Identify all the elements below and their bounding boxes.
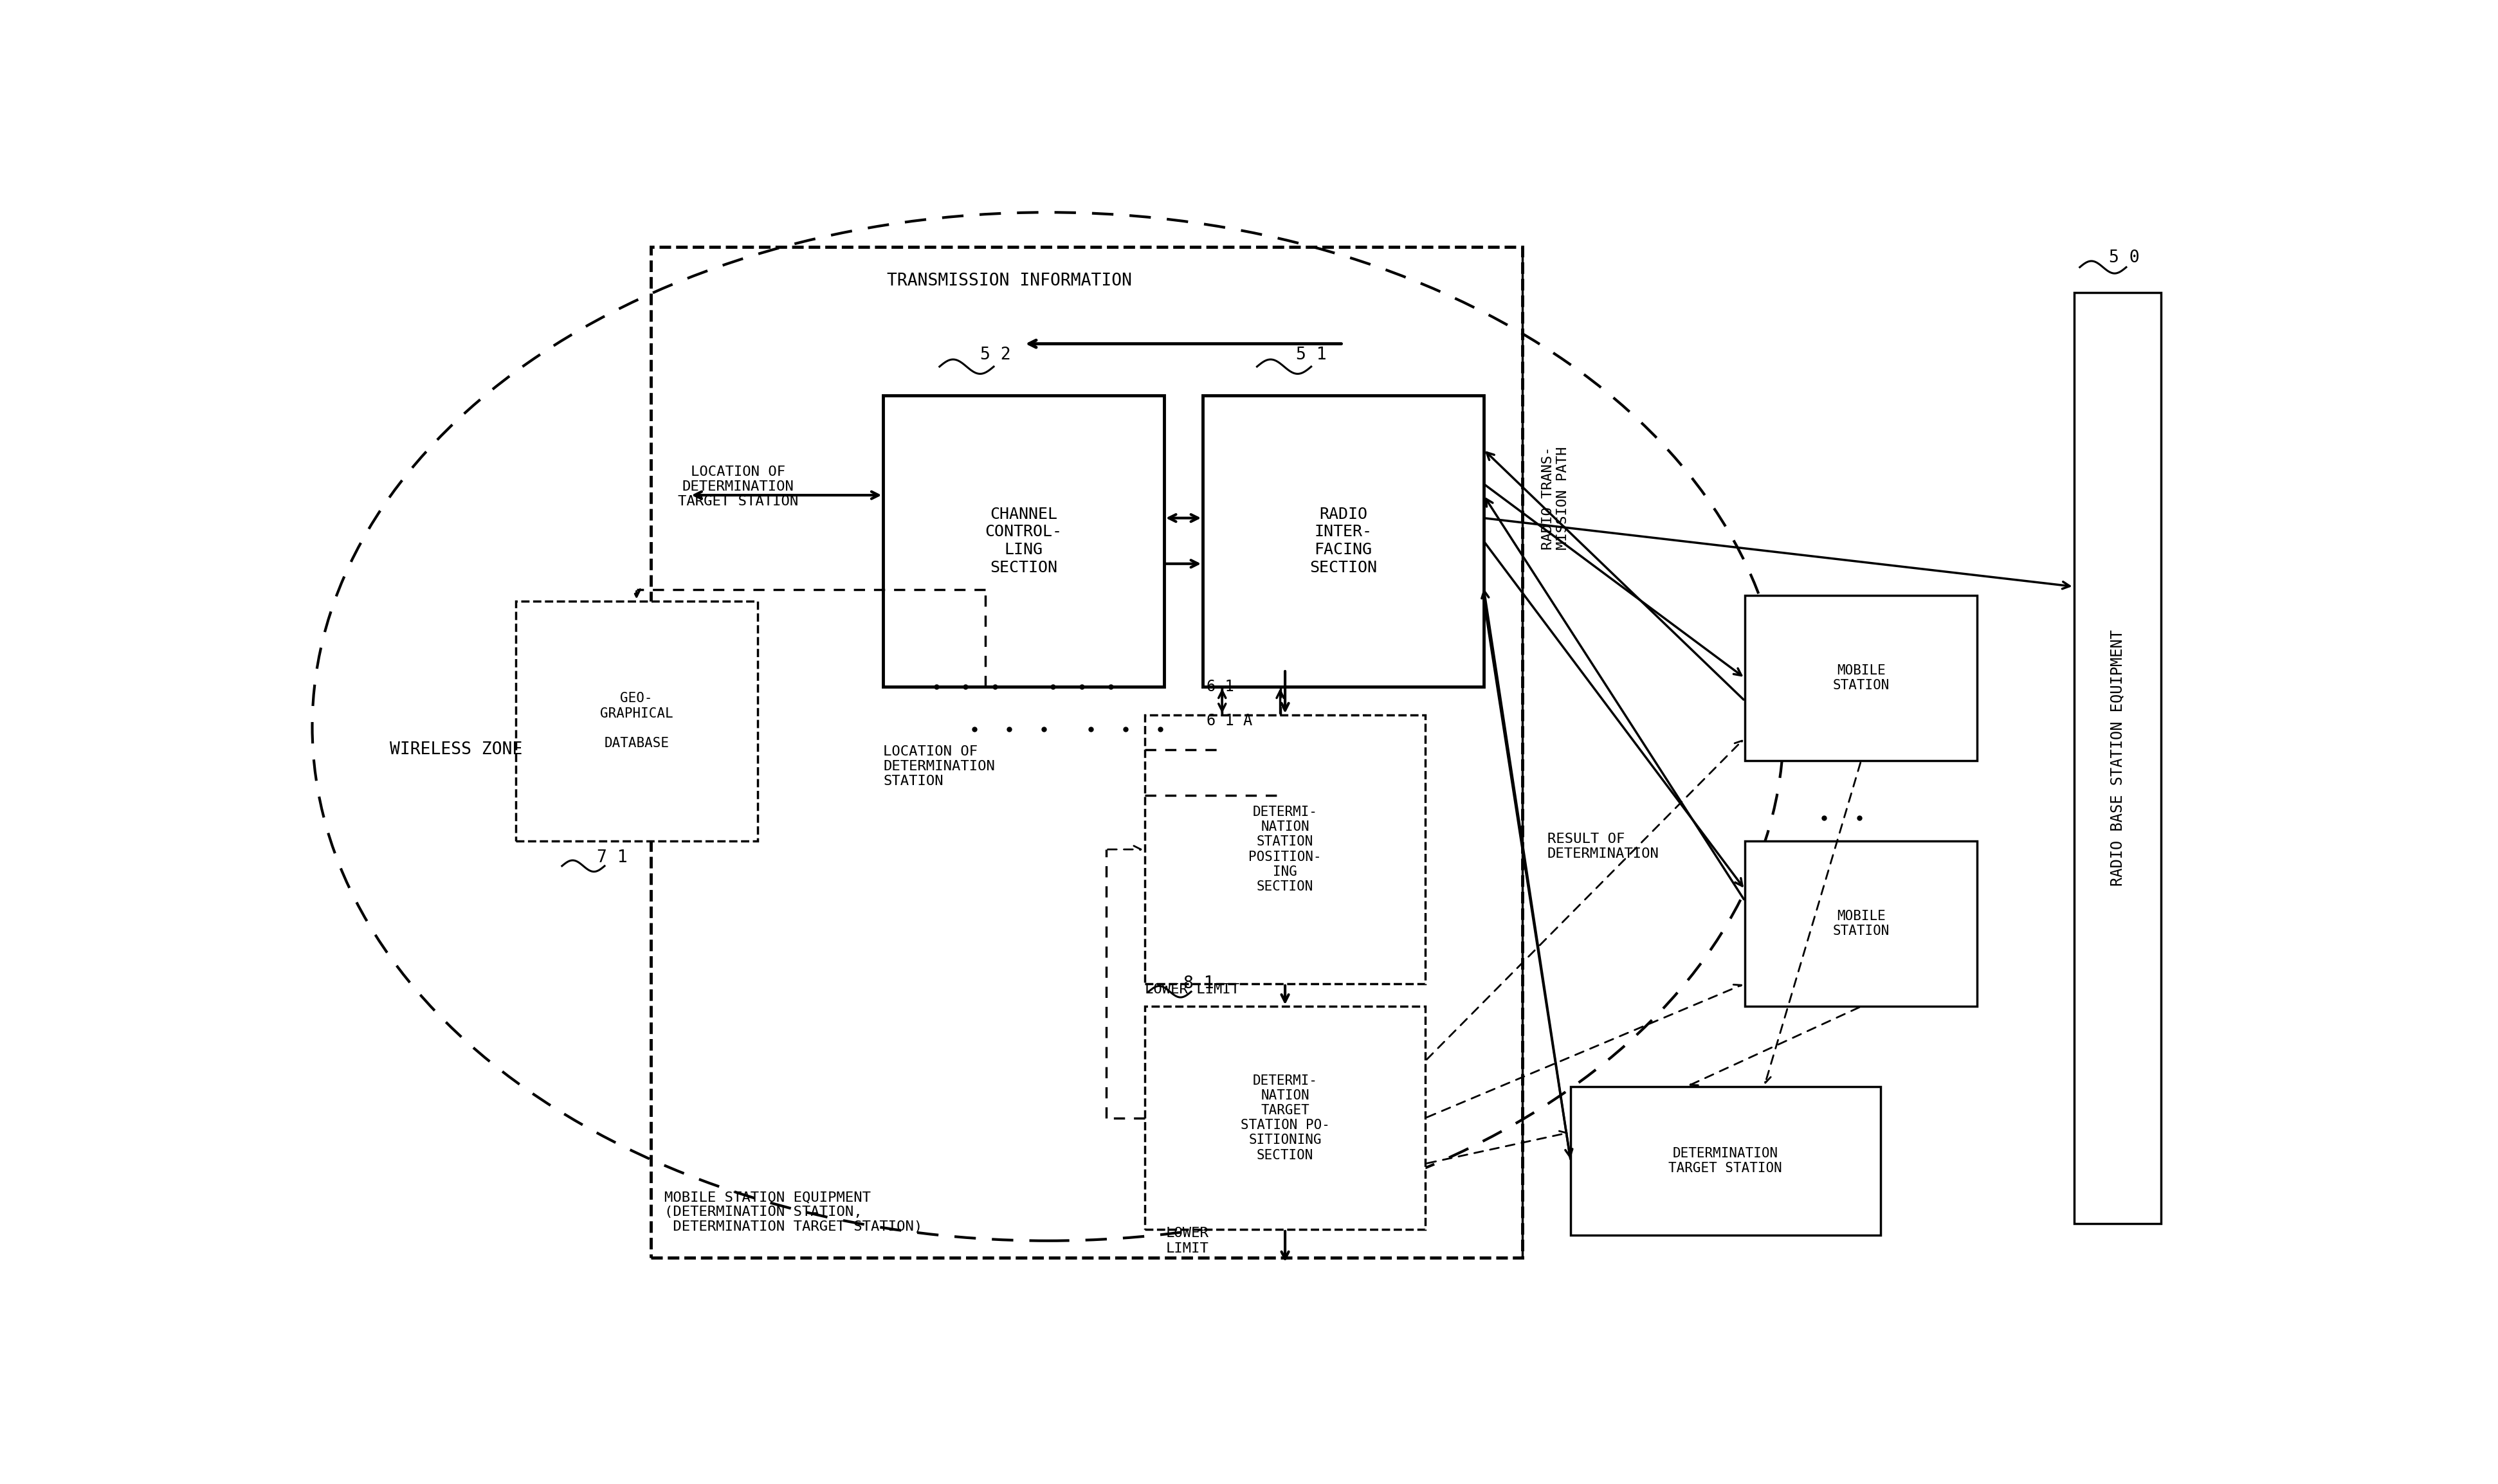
Text: 6 1 A: 6 1 A [1207, 714, 1251, 729]
Text: DETERMI-
NATION
STATION
POSITION-
ING
SECTION: DETERMI- NATION STATION POSITION- ING SE… [1249, 806, 1321, 893]
Bar [1744, 595, 1978, 761]
Bar [884, 395, 1164, 687]
Text: RADIO BASE STATION EQUIPMENT: RADIO BASE STATION EQUIPMENT [2111, 629, 2126, 886]
Text: RADIO TRANS-
MISSION PATH: RADIO TRANS- MISSION PATH [1541, 447, 1569, 549]
Text: 5 1: 5 1 [1296, 347, 1326, 364]
Text: RESULT OF
DETERMINATION: RESULT OF DETERMINATION [1546, 833, 1659, 861]
Text: MOBILE STATION EQUIPMENT
(DETERMINATION STATION,
 DETERMINATION TARGET STATION): MOBILE STATION EQUIPMENT (DETERMINATION … [664, 1190, 922, 1233]
Text: LOWER
LIMIT: LOWER LIMIT [1167, 1227, 1209, 1255]
Text: WIRELESS ZONE: WIRELESS ZONE [390, 741, 522, 758]
Text: 5 0: 5 0 [2108, 249, 2138, 267]
Bar [1144, 1006, 1426, 1229]
Text: RADIO
INTER-
FACING
SECTION: RADIO INTER- FACING SECTION [1309, 506, 1376, 576]
Text: 6 1: 6 1 [1207, 678, 1234, 695]
Bar [2073, 292, 2161, 1224]
Text: CHANNEL
CONTROL-
LING
SECTION: CHANNEL CONTROL- LING SECTION [984, 506, 1062, 576]
Bar [1204, 395, 1484, 687]
Text: DETERMINATION
TARGET STATION: DETERMINATION TARGET STATION [1669, 1147, 1784, 1175]
Text: TRANSMISSION INFORMATION: TRANSMISSION INFORMATION [887, 273, 1132, 289]
Text: 7 1: 7 1 [597, 850, 627, 867]
Text: GEO-
GRAPHICAL

DATABASE: GEO- GRAPHICAL DATABASE [600, 692, 672, 749]
Bar [1144, 715, 1426, 984]
Text: MOBILE
STATION: MOBILE STATION [1834, 665, 1888, 692]
Text: LOCATION OF
DETERMINATION
TARGET STATION: LOCATION OF DETERMINATION TARGET STATION [677, 466, 799, 508]
Text: 8 1: 8 1 [1184, 975, 1214, 991]
Text: LOWER LIMIT: LOWER LIMIT [1144, 982, 1239, 996]
Text: DETERMI-
NATION
TARGET
STATION PO-
SITIONING
SECTION: DETERMI- NATION TARGET STATION PO- SITIO… [1242, 1074, 1329, 1162]
Bar [1571, 1086, 1881, 1235]
Text: 5 2: 5 2 [979, 347, 1012, 364]
Bar [1744, 841, 1978, 1006]
Bar [652, 246, 1521, 1258]
Text: LOCATION OF
DETERMINATION
STATION: LOCATION OF DETERMINATION STATION [884, 745, 994, 788]
Bar [515, 601, 757, 841]
Text: MOBILE
STATION: MOBILE STATION [1834, 910, 1888, 938]
